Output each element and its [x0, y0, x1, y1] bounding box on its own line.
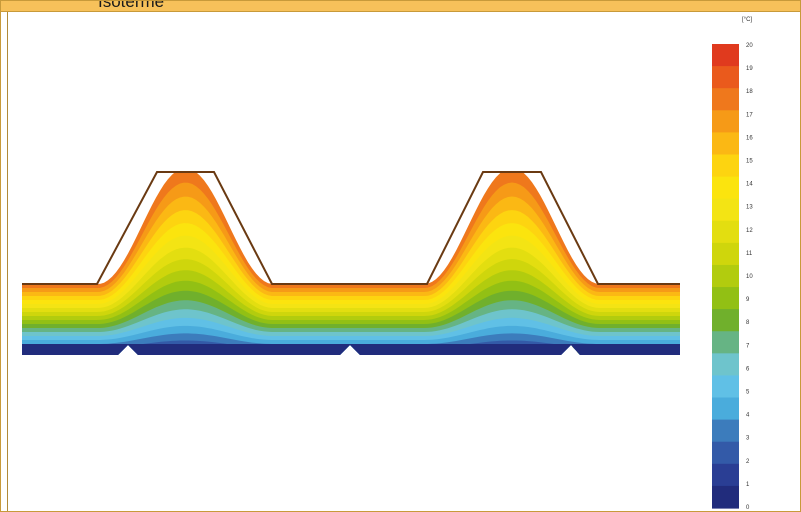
left-border-rule	[7, 12, 8, 511]
scale-band-3	[712, 419, 739, 443]
scale-band-18	[712, 88, 739, 111]
scale-band-13	[712, 198, 739, 222]
scale-tick-label: 9	[746, 297, 750, 303]
scale-tick-label: 0	[746, 505, 750, 511]
scale-tick-label: 12	[746, 228, 753, 234]
scale-band-0	[712, 485, 739, 509]
isotherm-band	[22, 223, 680, 355]
scale-tick-label: 5	[746, 390, 750, 396]
window-title: Isoterme	[98, 1, 165, 11]
scale-tick-label: 18	[746, 89, 753, 95]
scale-tick-label: 10	[746, 274, 753, 280]
scale-band-14	[712, 176, 739, 200]
scale-tick-label: 20	[746, 43, 753, 49]
scale-tick-label: 6	[746, 366, 750, 372]
scale-unit-label: [°C]	[742, 17, 753, 23]
scale-tick-label: 19	[746, 66, 753, 72]
scale-band-17	[712, 110, 739, 133]
isotherm-base-band	[22, 344, 680, 355]
window-title-bar: Isoterme	[1, 1, 800, 12]
scale-tick-label: 1	[746, 482, 750, 488]
scale-band-6	[712, 353, 739, 377]
scale-band-12	[712, 220, 739, 244]
scale-band-20	[712, 44, 739, 67]
scale-band-11	[712, 242, 739, 266]
scale-tick-label: 11	[746, 251, 753, 257]
profile-outline	[22, 171, 680, 285]
scale-band-5	[712, 375, 739, 399]
color-scale-bar	[712, 44, 739, 509]
scale-band-2	[712, 441, 739, 465]
scale-tick-label: 4	[746, 413, 750, 419]
scale-band-1	[712, 463, 739, 487]
scale-tick-label: 14	[746, 182, 753, 188]
scale-tick-label: 7	[746, 343, 750, 349]
scale-tick-label: 15	[746, 159, 753, 165]
scale-tick-label: 16	[746, 135, 753, 141]
scale-band-10	[712, 264, 739, 288]
scale-band-4	[712, 397, 739, 421]
scale-band-7	[712, 331, 739, 354]
scale-tick-label: 13	[746, 205, 753, 211]
scale-tick-label: 17	[746, 112, 753, 118]
scale-band-19	[712, 66, 739, 89]
isotherm-bands	[22, 172, 680, 355]
scale-band-9	[712, 287, 739, 310]
scale-tick-label: 3	[746, 436, 750, 442]
scale-tick-label: 8	[746, 320, 750, 326]
isotherm-band	[22, 340, 680, 355]
scale-band-16	[712, 132, 739, 156]
isotherm-band	[22, 333, 680, 355]
scale-band-15	[712, 154, 739, 178]
scale-band-8	[712, 309, 739, 332]
scale-tick-label: 2	[746, 459, 750, 465]
